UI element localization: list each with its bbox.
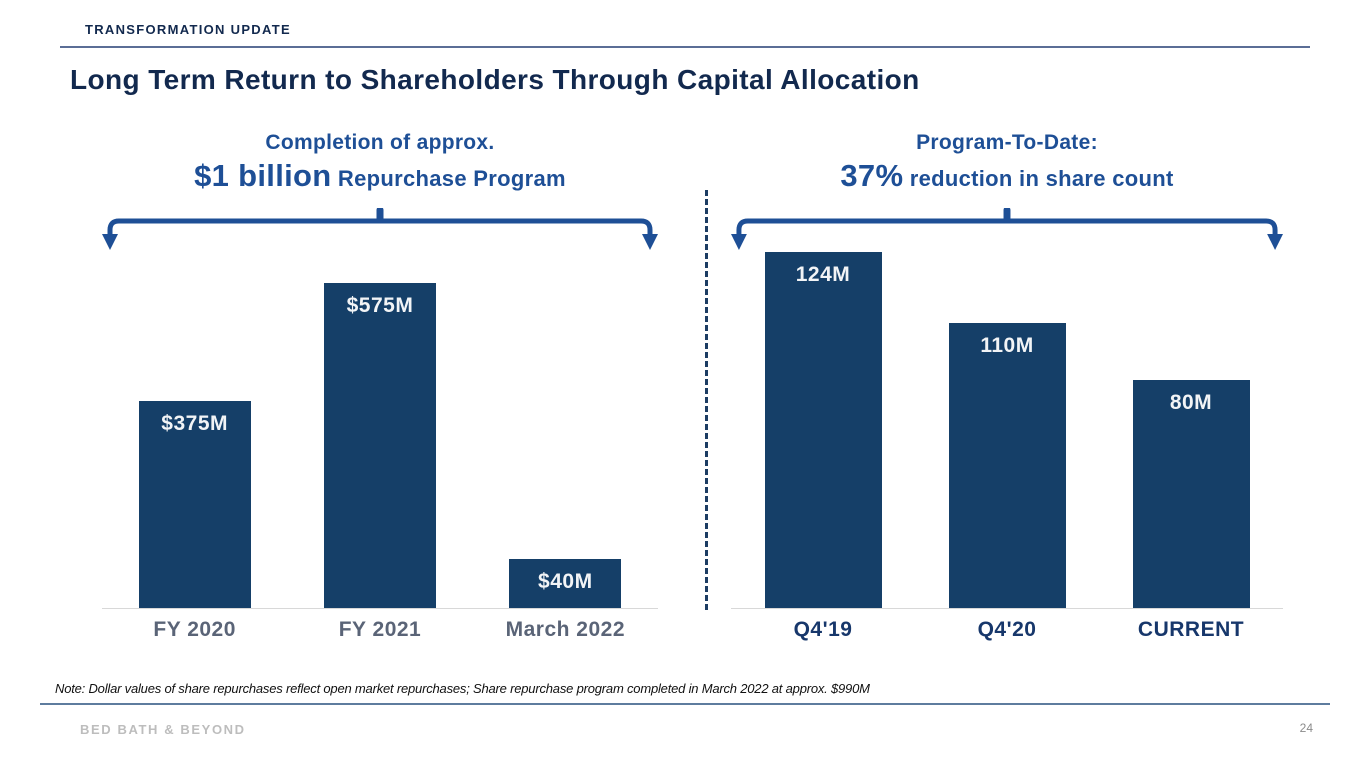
bar-value-label: 110M	[980, 334, 1034, 357]
bar-value-label: $375M	[161, 412, 229, 435]
brace-arrows-left	[102, 208, 658, 250]
bar-column: $375M	[102, 401, 287, 608]
bar-q419: 124M	[764, 252, 882, 608]
chart-title-line2: 37% reduction in share count	[731, 156, 1283, 202]
category-label-fy2021: FY 2021	[338, 618, 422, 641]
category-axis-right: Q4'19 Q4'20 CURRENT	[731, 609, 1283, 642]
down-arrow-icon	[642, 234, 658, 250]
chart-panel-share-count: Program-To-Date: 37% reduction in share …	[731, 130, 1283, 642]
footnote: Note: Dollar values of share repurchases…	[55, 681, 870, 696]
eyebrow-label: TRANSFORMATION UPDATE	[85, 22, 291, 37]
brace-arrows-right	[731, 208, 1283, 250]
bar-column: $40M	[473, 559, 658, 608]
page-title: Long Term Return to Shareholders Through…	[70, 64, 920, 95]
category-axis-left: FY 2020 FY 2021 March 2022	[102, 609, 658, 642]
footer-divider	[40, 703, 1330, 705]
bar-value-label: $575M	[346, 294, 414, 317]
down-arrow-icon	[731, 234, 747, 250]
category-label-march2022: March 2022	[505, 618, 626, 641]
bar-q420: 110M	[948, 323, 1066, 608]
chart-title-line1: Program-To-Date:	[916, 131, 1098, 154]
down-arrow-icon	[1267, 234, 1283, 250]
bar-fy2021: $575M	[323, 283, 436, 608]
category-label-q420: Q4'20	[977, 618, 1037, 641]
bar-column: 124M	[731, 252, 915, 608]
chart-title-line2: $1 billion Repurchase Program	[102, 156, 658, 202]
bar-value-label: 80M	[1169, 391, 1213, 414]
brand-logo-text: BED BATH & BEYOND	[80, 722, 246, 737]
bar-fy2020: $375M	[138, 401, 251, 608]
down-arrow-icon	[102, 234, 118, 250]
chart-title-rest: reduction in share count	[903, 166, 1174, 191]
chart-panel-repurchase-program: Completion of approx. $1 billion Repurch…	[102, 130, 658, 642]
chart-title-line1: Completion of approx.	[265, 131, 495, 154]
chart-title-rest: Repurchase Program	[331, 166, 566, 191]
bar-value-label: $40M	[538, 570, 593, 593]
bar-column: $575M	[287, 283, 472, 608]
bar-column: 110M	[915, 323, 1099, 608]
page-number: 24	[1299, 721, 1313, 735]
dashed-divider	[705, 190, 708, 610]
bar-value-label: 124M	[795, 263, 851, 286]
bar-column: 80M	[1099, 380, 1283, 608]
bar-current: 80M	[1132, 380, 1250, 608]
bar-chart-repurchases: $375M $575M $40M	[102, 252, 658, 609]
category-label-q419: Q4'19	[793, 618, 853, 641]
bar-march2022: $40M	[509, 559, 622, 608]
bar-chart-share-count: 124M 110M 80M	[731, 252, 1283, 609]
chart-title-emphasis: 37%	[840, 158, 904, 193]
header-divider	[60, 46, 1310, 48]
chart-title-emphasis: $1 billion	[194, 158, 332, 193]
category-label-fy2020: FY 2020	[153, 618, 236, 641]
category-label-current: CURRENT	[1137, 618, 1245, 641]
